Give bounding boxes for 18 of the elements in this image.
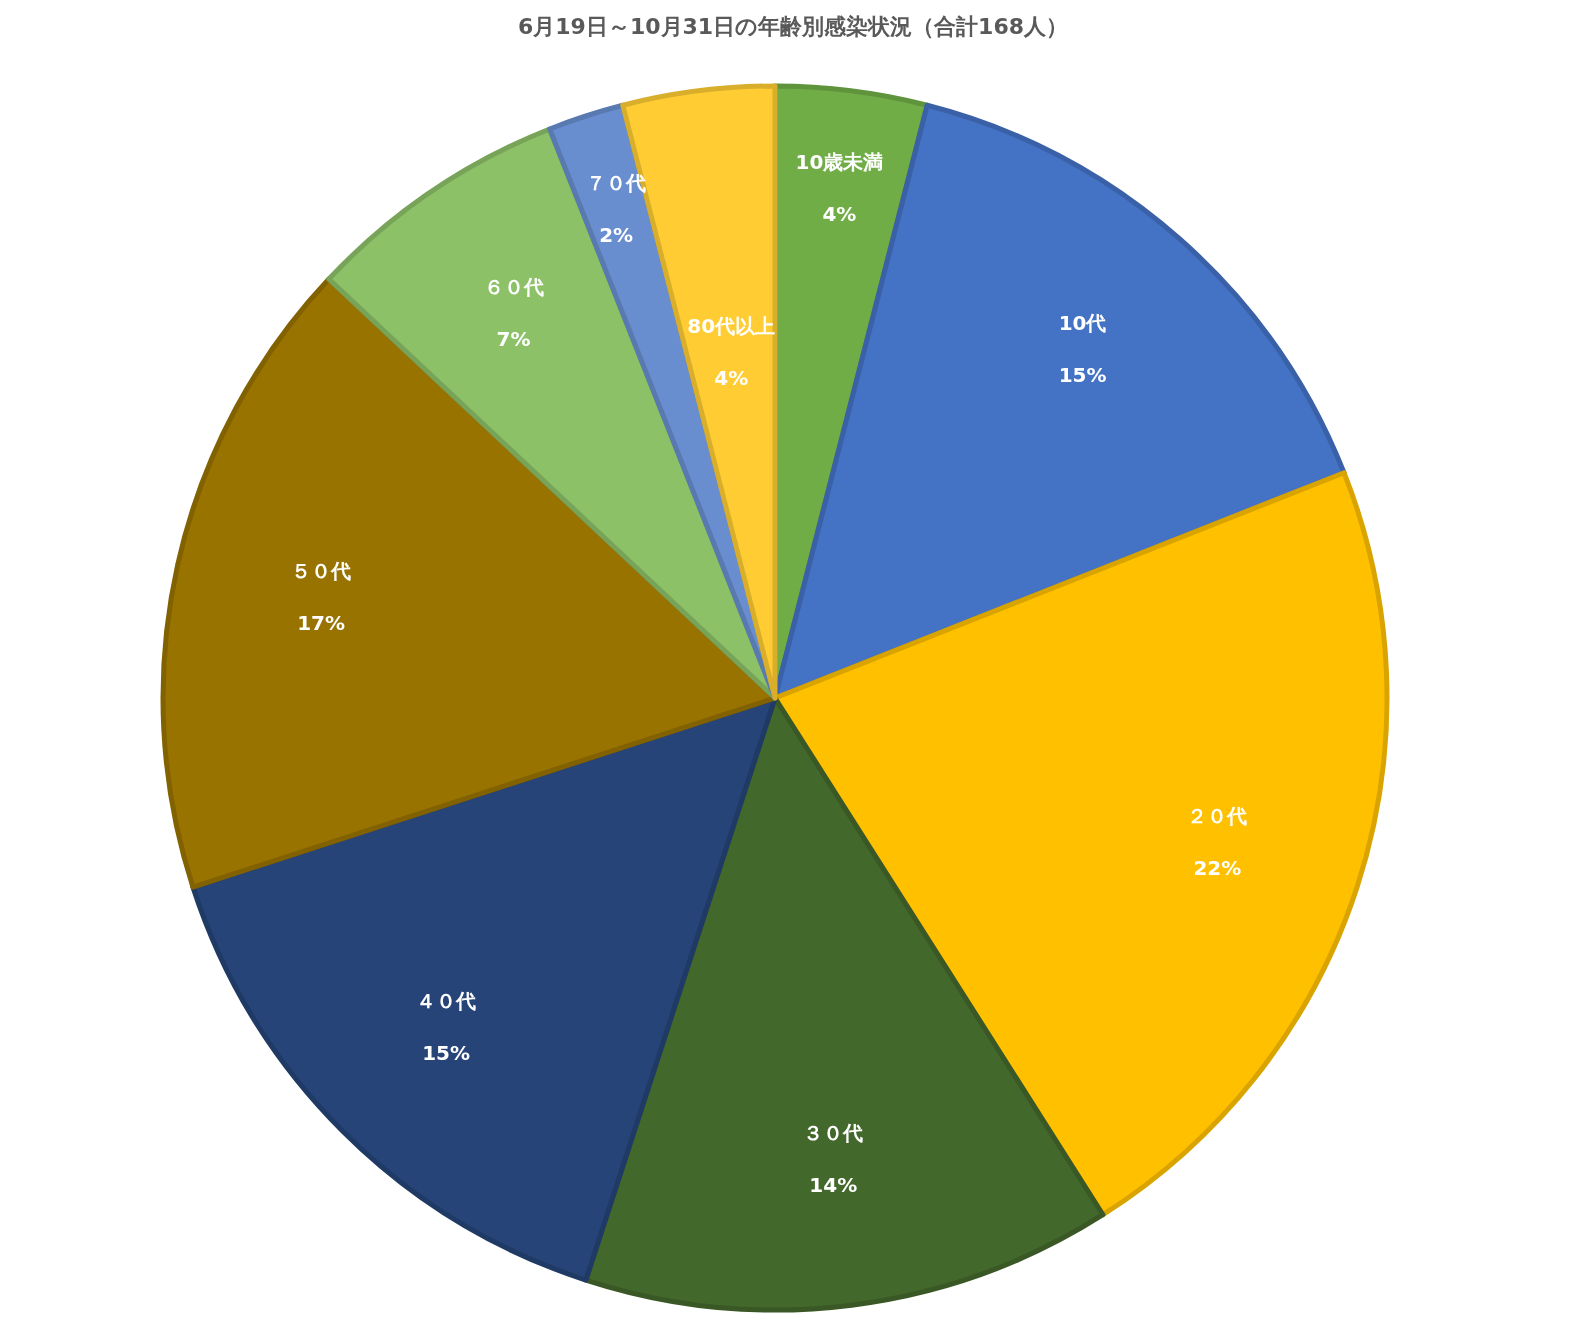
slice-label: ２０代	[1187, 803, 1248, 828]
data-label: 7%	[496, 327, 531, 352]
data-label: 2%	[599, 223, 634, 248]
data-label: 22%	[1193, 855, 1242, 880]
slice-label: 80代以上	[687, 313, 776, 338]
chart-title: 6月19日～10月31日の年齢別感染状況（合計168人）	[517, 13, 1069, 39]
slice-label: ３０代	[803, 1121, 864, 1146]
slice-label: 10歳未満	[795, 149, 884, 174]
data-label: 4%	[714, 365, 749, 390]
data-label: 14%	[809, 1173, 858, 1198]
slice-label: ５０代	[291, 558, 352, 583]
slice-label: ６０代	[483, 275, 544, 300]
data-label: 15%	[422, 1040, 471, 1065]
data-label: 4%	[822, 201, 857, 226]
slice-label: ４０代	[416, 988, 477, 1013]
slice-label: 10代	[1058, 311, 1107, 336]
data-label: 15%	[1058, 363, 1107, 388]
data-label: 17%	[297, 610, 346, 635]
